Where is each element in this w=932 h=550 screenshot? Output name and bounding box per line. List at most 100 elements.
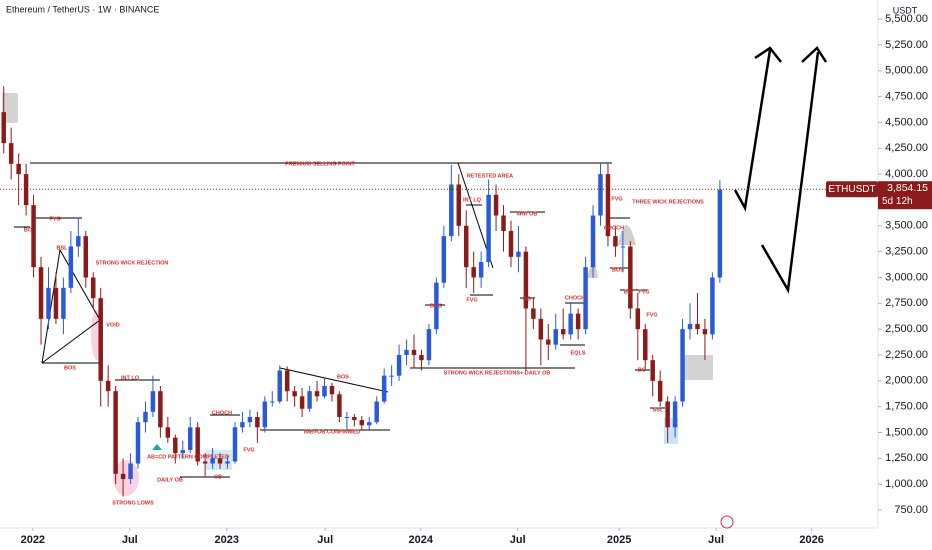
y-tick-label: 2,250.00 bbox=[885, 349, 928, 361]
annotation: 4HR OB bbox=[517, 211, 538, 217]
y-tick-label: 5,500.00 bbox=[885, 13, 928, 25]
countdown-label: 5d 12h bbox=[882, 196, 913, 207]
candle-body bbox=[277, 370, 282, 402]
candle-body bbox=[508, 230, 514, 257]
candle-body bbox=[158, 391, 163, 428]
candle-body bbox=[38, 267, 44, 319]
candle-body bbox=[560, 329, 566, 335]
candle-body bbox=[83, 236, 89, 278]
annotation: BSL bbox=[57, 245, 69, 251]
candle-body bbox=[150, 391, 156, 412]
y-tick-label: 2,750.00 bbox=[885, 297, 928, 309]
candle-body bbox=[240, 422, 245, 428]
candle-body bbox=[434, 282, 439, 330]
candle-body bbox=[225, 461, 230, 464]
annotation: BO bbox=[523, 296, 532, 302]
y-tick-label: 3,500.00 bbox=[885, 220, 928, 232]
candle-body bbox=[53, 287, 59, 319]
candle-body bbox=[396, 354, 402, 376]
candle-body bbox=[538, 318, 544, 340]
y-tick-label: 3,000.00 bbox=[885, 271, 928, 283]
currency-label: USDT bbox=[893, 5, 918, 15]
candle-body bbox=[419, 354, 424, 361]
y-tick-label: 1,250.00 bbox=[885, 452, 928, 464]
y-tick-label: 4,750.00 bbox=[885, 91, 928, 103]
price-tag bbox=[878, 181, 932, 210]
annotation: FVG bbox=[638, 289, 649, 295]
candle-body bbox=[426, 329, 432, 361]
candle-body bbox=[329, 385, 335, 395]
candle-body bbox=[284, 370, 290, 392]
candle-body bbox=[8, 143, 14, 164]
annotation: BOS bbox=[64, 365, 76, 371]
candle-body bbox=[180, 450, 185, 454]
symbol-tag bbox=[826, 181, 878, 198]
annotation: INT LQ bbox=[121, 375, 140, 381]
candle-body bbox=[91, 277, 96, 299]
candle-body bbox=[299, 396, 305, 409]
candle-body bbox=[359, 420, 365, 426]
candle-body bbox=[381, 375, 387, 402]
candle-body bbox=[702, 329, 708, 335]
candle-body bbox=[307, 391, 312, 409]
candle-body bbox=[463, 225, 469, 268]
candle-body bbox=[210, 458, 215, 464]
candle-body bbox=[620, 246, 626, 248]
y-tick-label: 4,000.00 bbox=[885, 168, 928, 180]
candle-body bbox=[292, 391, 297, 397]
candle-body bbox=[531, 308, 536, 319]
candle-body bbox=[187, 427, 193, 451]
candle-body bbox=[61, 287, 66, 319]
annotation: IMB+OB CONFIRMED bbox=[304, 429, 360, 435]
annotation: STRONG LOWS bbox=[112, 500, 154, 506]
candle-body bbox=[337, 394, 342, 418]
candle-body bbox=[493, 194, 499, 216]
x-tick-label: Jul bbox=[708, 534, 724, 546]
candle-body bbox=[247, 417, 253, 423]
candle-body bbox=[270, 401, 275, 403]
candle-body bbox=[195, 427, 200, 462]
candle-body bbox=[546, 339, 551, 345]
candle-body bbox=[16, 163, 21, 175]
candle-body bbox=[665, 401, 670, 428]
annotation: FVG bbox=[646, 312, 657, 318]
candle-body bbox=[120, 473, 126, 480]
candle-body bbox=[635, 308, 641, 330]
candle-body bbox=[23, 174, 29, 206]
annotations: PREMIUM SELLING POINT RETESTED AREA INT … bbox=[24, 161, 704, 506]
annotation: EQLS bbox=[571, 350, 586, 356]
price-label: 3,854.15 bbox=[887, 182, 928, 194]
y-tick-label: 2,500.00 bbox=[885, 323, 928, 335]
candle-body bbox=[471, 267, 476, 278]
candle-body bbox=[255, 417, 260, 428]
candle-body bbox=[516, 251, 521, 257]
candle-body bbox=[650, 360, 655, 381]
annotation: AB=CD PATTERN COMPLETED bbox=[147, 454, 229, 460]
event-icon[interactable] bbox=[720, 515, 734, 529]
candle-body bbox=[68, 246, 74, 288]
candle-body bbox=[232, 427, 238, 462]
x-tick-label: Jul bbox=[122, 534, 138, 546]
candle-body bbox=[262, 401, 268, 428]
candle-body bbox=[687, 323, 693, 330]
annotation: BO bbox=[624, 289, 633, 295]
candle-body bbox=[643, 329, 648, 361]
y-tick-label: 1,000.00 bbox=[885, 478, 928, 490]
annotation: BOS bbox=[337, 374, 349, 380]
candle-body bbox=[613, 236, 618, 247]
annotation: STRONG WICK REJECTIONS+ DAILY OB bbox=[444, 370, 551, 376]
candle-body bbox=[344, 417, 350, 419]
candle-body bbox=[1, 112, 6, 144]
x-tick-label: 2022 bbox=[21, 534, 45, 546]
candle-body bbox=[575, 313, 581, 330]
candle-body bbox=[374, 401, 379, 423]
symbol-label: ETHUSDT bbox=[828, 184, 875, 195]
x-tick-label: Jul bbox=[317, 534, 333, 546]
candle-body bbox=[322, 385, 327, 397]
candle-body bbox=[411, 349, 417, 355]
y-tick-label: 2,000.00 bbox=[885, 375, 928, 387]
candle-body bbox=[165, 427, 171, 438]
candle-body bbox=[717, 189, 723, 278]
annotation: PREMIUM SELLING POINT bbox=[285, 161, 355, 167]
